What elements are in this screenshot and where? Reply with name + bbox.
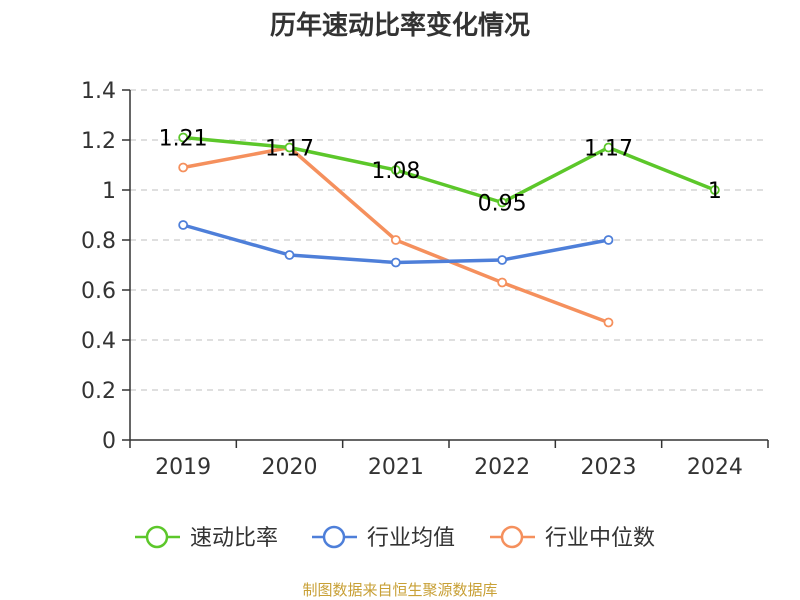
data-label: 0.95 <box>478 192 527 217</box>
data-label: 1.17 <box>584 137 633 162</box>
legend-marker <box>500 525 524 549</box>
y-tick-label: 1 <box>102 179 116 204</box>
data-labels: 1.21 1.17 1.08 0.95 1.17 1 <box>159 127 722 217</box>
data-point <box>284 250 295 260</box>
x-tick-label: 2019 <box>155 455 211 480</box>
data-point <box>390 257 401 268</box>
legend-label: 行业均值 <box>367 526 455 551</box>
data-label: 1.21 <box>159 127 208 152</box>
x-tick-label: 2022 <box>474 455 530 480</box>
data-point <box>390 165 401 175</box>
y-tick-label: 1.4 <box>81 79 116 104</box>
series-layer <box>178 132 720 328</box>
y-tick-label: 1.2 <box>81 129 116 154</box>
legend-label: 速动比率 <box>190 526 278 551</box>
series-line <box>183 135 716 205</box>
data-label: 1.17 <box>265 137 314 162</box>
data-point <box>497 277 508 288</box>
grid-lines <box>130 89 768 391</box>
data-point <box>178 162 189 173</box>
y-tick-label: 0.6 <box>81 279 116 304</box>
legend-marker <box>322 525 346 549</box>
y-tick-label: 0.2 <box>81 379 116 404</box>
x-axis: 2019 2020 2021 2022 2023 2024 <box>129 439 769 480</box>
data-point <box>709 185 720 195</box>
data-point <box>497 255 508 265</box>
source-note: 制图数据来自恒生聚源数据库 <box>302 581 497 599</box>
data-point <box>178 220 189 230</box>
data-point <box>497 197 508 208</box>
y-tick-label: 0.4 <box>81 329 116 354</box>
data-point <box>284 142 295 153</box>
y-axis: 0 0.2 0.4 0.6 0.8 1 1.2 1.4 <box>81 79 131 454</box>
legend-marker <box>145 525 169 549</box>
data-point <box>603 235 614 245</box>
data-point <box>390 235 401 245</box>
legend-label: 行业中位数 <box>545 526 655 551</box>
data-point <box>178 132 189 143</box>
data-point <box>603 142 614 153</box>
y-tick-label: 0 <box>102 429 116 454</box>
data-label: 1.08 <box>371 159 420 184</box>
x-tick-label: 2023 <box>581 455 637 480</box>
data-point <box>603 317 614 328</box>
chart-title: 历年速动比率变化情况 <box>270 10 530 41</box>
x-tick-label: 2021 <box>368 455 424 480</box>
legend: 速动比率 行业均值 行业中位数 <box>135 525 655 551</box>
x-tick-label: 2020 <box>262 455 318 480</box>
data-label: 1 <box>708 179 722 204</box>
x-tick-label: 2024 <box>687 455 743 480</box>
y-tick-label: 0.8 <box>81 229 116 254</box>
